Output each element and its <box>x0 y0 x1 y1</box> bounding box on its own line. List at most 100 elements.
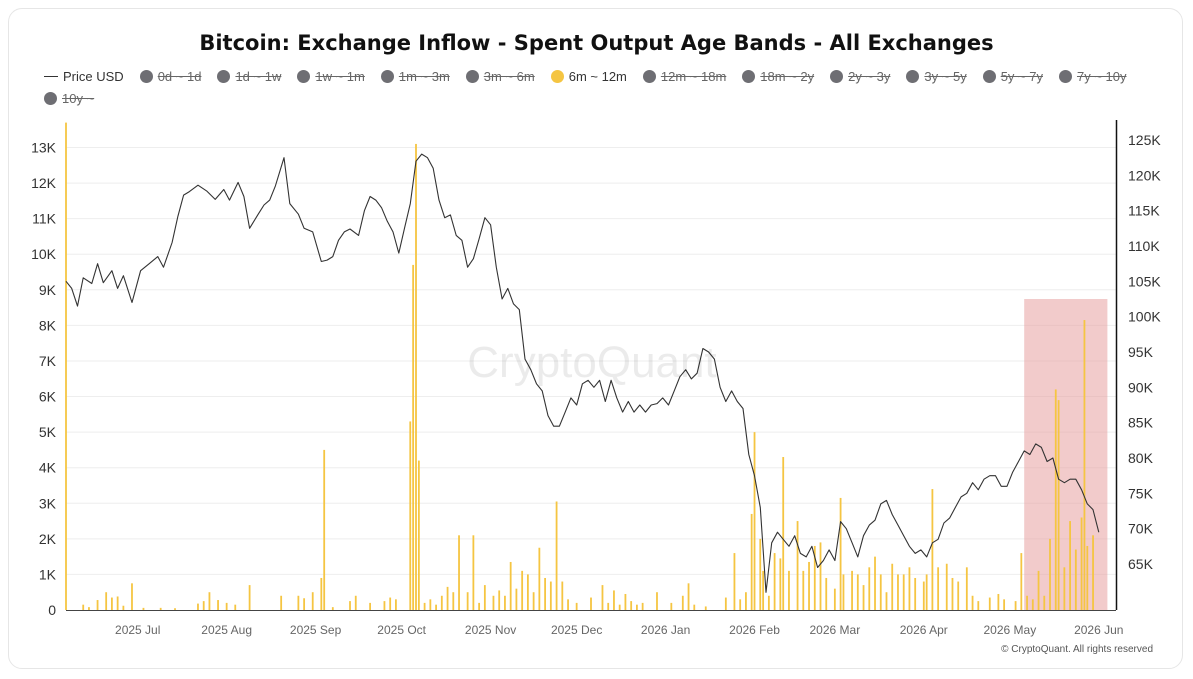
inflow-bar <box>1092 535 1094 610</box>
inflow-bar <box>116 596 119 610</box>
legend-item[interactable]: 12m ~ 18m <box>642 67 726 85</box>
inflow-bar <box>142 607 145 610</box>
x-tick-label: 2025 Dec <box>551 623 602 637</box>
legend-item[interactable]: 0d ~ 1d <box>139 67 201 85</box>
x-tick-label: 2026 Jan <box>641 623 690 637</box>
y-left-tick-label: 5K <box>39 424 57 440</box>
legend-item[interactable]: 1w ~ 1m <box>297 67 365 85</box>
inflow-bar <box>567 599 569 610</box>
inflow-bar <box>521 570 524 610</box>
dot-icon <box>982 69 996 83</box>
y-right-tick-label: 120K <box>1128 167 1161 183</box>
x-tick-label: 2026 May <box>984 623 1037 637</box>
inflow-bar <box>492 595 495 610</box>
y-right-tick-label: 125K <box>1128 132 1161 148</box>
inflow-bar <box>868 567 871 610</box>
y-right-tick-label: 95K <box>1128 344 1154 360</box>
legend-label: Price USD <box>63 68 124 84</box>
dot-icon <box>217 69 231 83</box>
legend-item[interactable]: 6m ~ 12m <box>550 67 627 85</box>
inflow-bar <box>1063 567 1066 610</box>
inflow-bars <box>65 122 1094 610</box>
inflow-bar <box>320 577 323 610</box>
inflow-bar <box>856 574 859 610</box>
dot-icon <box>830 69 844 83</box>
inflow-bar <box>931 489 934 610</box>
legend-item[interactable]: Price USD <box>44 67 124 85</box>
inflow-bar <box>773 553 776 610</box>
legend-item[interactable]: 18m ~ 2y <box>742 67 814 85</box>
highlight-region <box>1024 299 1108 610</box>
legend-item[interactable]: 10y ~ <box>44 89 94 107</box>
y-left-tick-label: 7K <box>39 353 57 369</box>
inflow-bar <box>1020 553 1023 610</box>
x-tick-label: 2025 Jul <box>115 623 160 637</box>
inflow-bar <box>159 607 162 610</box>
y-left-tick-label: 8K <box>39 317 57 333</box>
inflow-bar <box>762 570 765 610</box>
inflow-bar <box>601 585 604 610</box>
legend-item[interactable]: 1m ~ 3m <box>380 67 450 85</box>
inflow-bar <box>526 574 529 610</box>
highlight-rect <box>1024 299 1108 610</box>
legend-item[interactable]: 1d ~ 1w <box>217 67 281 85</box>
inflow-bar <box>458 535 460 610</box>
inflow-bar <box>412 264 415 610</box>
inflow-bar <box>724 597 727 610</box>
inflow-bar <box>466 592 469 610</box>
inflow-bar <box>1049 538 1051 610</box>
y-left-tick-label: 4K <box>39 460 57 476</box>
inflow-bar <box>122 605 125 610</box>
copyright-text: © CryptoQuant. All rights reserved <box>1001 644 1153 655</box>
dot-icon <box>550 69 564 83</box>
inflow-bar <box>369 602 371 610</box>
inflow-bar <box>280 595 283 610</box>
inflow-bar <box>681 595 684 610</box>
legend-item[interactable]: 5y ~ 7y <box>982 67 1043 85</box>
inflow-bar <box>957 581 960 610</box>
inflow-bar <box>851 570 853 610</box>
inflow-bar <box>908 567 911 610</box>
inflow-bar <box>885 592 888 610</box>
inflow-bar <box>891 563 894 610</box>
inflow-bar <box>202 601 205 610</box>
inflow-bar <box>922 581 925 610</box>
inflow-bar <box>544 577 546 610</box>
legend-label: 10y ~ <box>62 90 95 106</box>
y-right-tick-label: 105K <box>1128 273 1161 289</box>
legend-item[interactable]: 3m ~ 6m <box>465 67 535 85</box>
inflow-bar <box>323 449 326 610</box>
y-axis-right-labels: 65K 70K 75K 80K 85K 90K 95K 100K 105K 110K 115K 120… <box>1128 132 1161 572</box>
inflow-bar <box>874 556 876 610</box>
inflow-bar <box>504 595 506 610</box>
inflow-bar <box>96 600 99 610</box>
inflow-bar <box>779 558 782 610</box>
inflow-bar <box>111 597 113 610</box>
x-tick-label: 2025 Nov <box>465 623 516 637</box>
inflow-bar <box>630 601 633 610</box>
dot-icon <box>906 69 920 83</box>
inflow-bar <box>977 601 980 610</box>
inflow-bar <box>354 595 357 610</box>
inflow-bar <box>1043 595 1046 610</box>
inflow-bar <box>590 597 592 610</box>
inflow-bar <box>1003 599 1006 610</box>
inflow-bar <box>839 497 842 610</box>
inflow-bar <box>423 602 426 610</box>
y-left-tick-label: 2K <box>39 531 57 547</box>
y-right-tick-label: 70K <box>1128 521 1154 537</box>
y-right-tick-label: 100K <box>1128 309 1161 325</box>
legend-item[interactable]: 2y ~ 3y <box>830 67 890 85</box>
inflow-bar <box>446 586 449 610</box>
inflow-bar <box>174 608 176 610</box>
legend-item[interactable]: 3y ~ 5y <box>906 67 967 85</box>
inflow-bar <box>802 570 805 610</box>
legend-item[interactable]: 7y ~ 10y <box>1058 67 1127 85</box>
inflow-bar <box>704 606 707 610</box>
inflow-bar <box>435 604 437 610</box>
inflow-bar <box>613 590 615 610</box>
y-left-tick-label: 6K <box>39 389 57 405</box>
inflow-bar <box>389 597 392 610</box>
legend-label: 5y ~ 7y <box>1000 68 1043 84</box>
